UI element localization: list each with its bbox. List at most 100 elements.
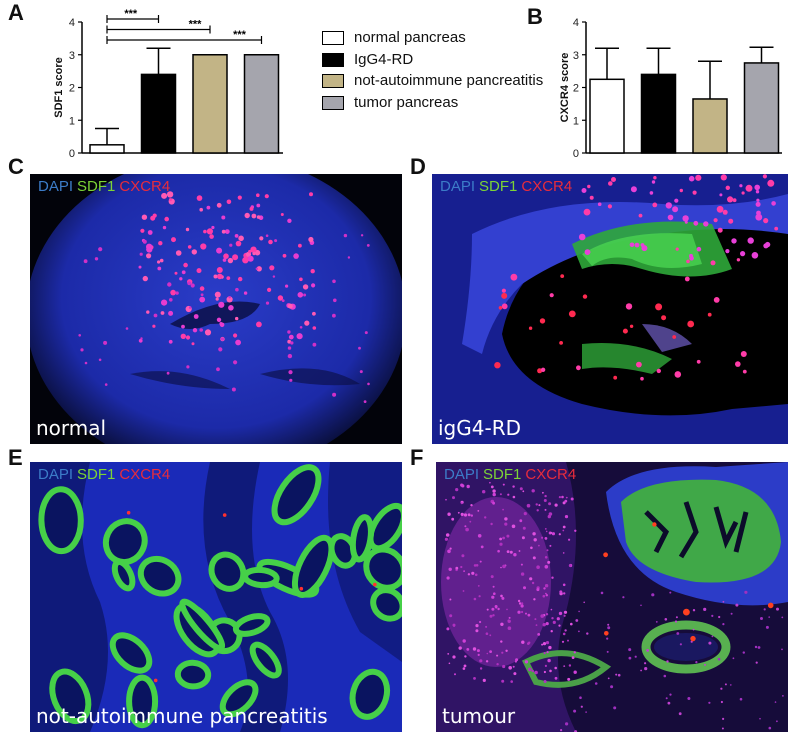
cell-dot [466, 648, 470, 651]
cell-dot [204, 329, 212, 336]
cell-dot [446, 576, 450, 580]
cell-dot [146, 253, 152, 259]
cell-dot [556, 617, 560, 621]
cell-dot [573, 670, 577, 674]
cell-dot [520, 602, 524, 605]
cell-dot [674, 620, 678, 623]
cell-dot [504, 517, 508, 521]
cell-dot [751, 252, 759, 259]
cell-dot [578, 233, 586, 241]
cell-dot [367, 382, 370, 386]
cell-dot [570, 497, 574, 501]
cell-dot [492, 492, 496, 497]
cell-dot [563, 592, 566, 595]
cell-dot [297, 292, 304, 298]
cell-dot [269, 265, 275, 271]
cell-dot [782, 695, 784, 697]
cell-dot [585, 711, 587, 713]
cell-dot [547, 514, 551, 519]
cell-dot [500, 640, 503, 643]
cell-dot [168, 198, 172, 202]
cell-dot [630, 186, 637, 193]
cell-dot [199, 296, 206, 303]
legend-swatch-normal [322, 31, 344, 45]
cell-dot [561, 495, 564, 499]
cell-dot [499, 537, 502, 541]
cell-dot [669, 591, 672, 594]
duct-shape [38, 486, 84, 555]
panel-letter-e: E [8, 445, 23, 470]
cell-dot [506, 534, 510, 538]
cell-dot [475, 629, 479, 633]
cell-dot [226, 296, 233, 303]
cell-dot [533, 538, 537, 542]
cell-dot [486, 608, 489, 611]
cell-dot [575, 619, 579, 622]
cell-dot [167, 282, 172, 287]
cell-dot [695, 661, 698, 664]
cell-dot [558, 611, 563, 616]
cell-dot [183, 262, 188, 268]
y-tick-label: 1 [573, 115, 579, 127]
legend-swatch-tumor [322, 95, 344, 110]
cell-dot [638, 213, 643, 218]
cell-dot [231, 387, 236, 392]
cell-dot [480, 545, 484, 549]
cell-dot [532, 532, 536, 536]
cell-dot [686, 259, 690, 264]
cell-dot [720, 700, 723, 704]
cell-dot [548, 502, 552, 506]
cell-dot [312, 311, 316, 316]
cell-dot [147, 230, 153, 235]
cell-dot [539, 318, 546, 324]
micrograph-pancreatitis-image [30, 462, 402, 732]
cell-dot [622, 328, 628, 334]
legend-swatch-igg4 [322, 52, 344, 67]
significance-label: *** [233, 29, 247, 41]
cell-dot [312, 326, 317, 330]
cell-dot [664, 618, 668, 621]
cell-dot [218, 347, 223, 352]
micrograph-normal: DAPI SDF1 CXCR4 normal [30, 174, 402, 444]
cell-dot [80, 348, 84, 352]
cell-dot [477, 653, 480, 656]
cell-dot [544, 556, 548, 559]
significance-label: *** [124, 8, 138, 20]
cell-dot [519, 487, 523, 491]
cell-dot [520, 563, 523, 566]
stain-sdf1-d: SDF1 [479, 178, 518, 195]
cell-dot [613, 706, 617, 710]
cell-dot [521, 610, 524, 614]
cell-dot [502, 664, 506, 669]
cell-dot [554, 676, 558, 680]
cell-dot [531, 581, 535, 585]
cell-dot [304, 320, 310, 326]
cell-dot [716, 205, 724, 213]
cell-dot [226, 276, 231, 280]
stain-sdf1-e: SDF1 [77, 466, 116, 483]
cell-dot [287, 303, 293, 309]
y-tick-label: 1 [69, 115, 75, 127]
cell-dot [502, 564, 506, 569]
cell-dot [504, 522, 508, 526]
cell-dot [567, 639, 569, 642]
cell-dot [193, 314, 199, 319]
duct-shape [49, 668, 92, 724]
cell-dot [732, 198, 737, 203]
cell-dot [606, 637, 609, 640]
cell-dot [767, 179, 775, 187]
cell-dot [536, 509, 539, 512]
cell-dot [520, 604, 524, 608]
cell-dot [232, 254, 239, 261]
cell-dot [757, 646, 761, 649]
duct-shape [349, 514, 374, 563]
cell-dot [150, 215, 156, 221]
cell-dot [774, 226, 779, 231]
duct-shape [174, 659, 212, 690]
cell-dot [722, 717, 725, 720]
cxcr4-score-chart: 0 1 2 3 4 CXCR4 score [559, 17, 782, 160]
cell-dot [142, 275, 148, 282]
cell-dot [628, 656, 632, 660]
cell-dot [550, 608, 553, 611]
cell-dot [200, 293, 204, 297]
